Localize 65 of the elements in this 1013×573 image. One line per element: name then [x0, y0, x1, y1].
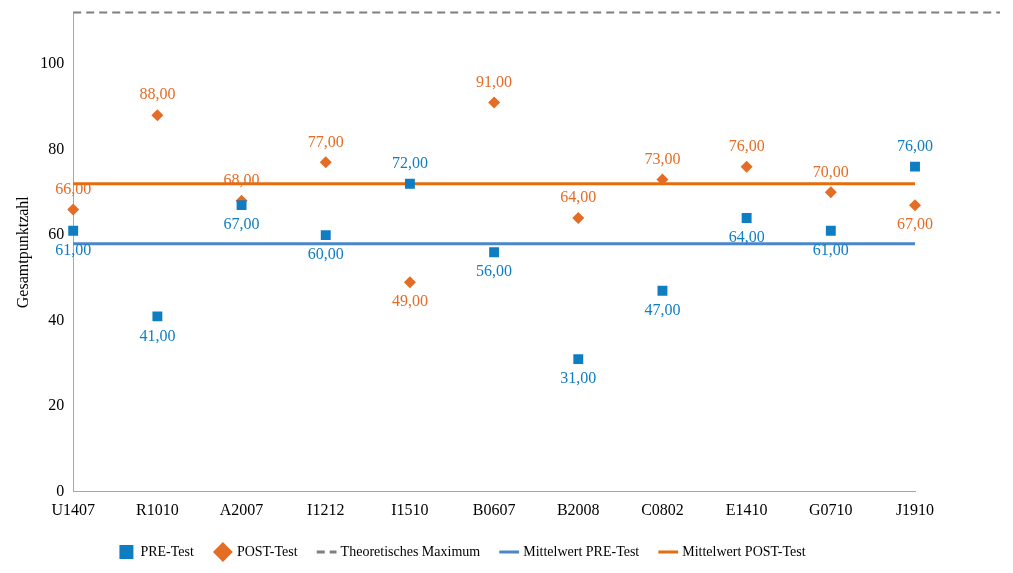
point [909, 199, 921, 212]
point [319, 156, 332, 169]
point [67, 203, 80, 216]
point [824, 186, 837, 199]
point [572, 211, 585, 224]
point [320, 230, 331, 241]
x-tick-label: A2007 [219, 500, 264, 518]
point [656, 173, 669, 186]
data-label: 64,00 [728, 228, 765, 246]
x-tick-label: I1212 [307, 500, 345, 518]
data-label: 61,00 [55, 241, 92, 259]
y-tick-label: 100 [40, 54, 65, 72]
y-tick-label: 80 [48, 139, 65, 157]
point [489, 247, 500, 258]
x-tick-label: G0710 [809, 500, 853, 518]
y-tick-label: 0 [56, 482, 65, 499]
x-tick-label: R1010 [136, 500, 179, 518]
y-tick-label: 20 [48, 396, 65, 414]
point [488, 96, 501, 109]
data-label: 76,00 [728, 136, 765, 154]
point [236, 200, 247, 211]
legend-label: Theoretisches Maximum [340, 543, 481, 559]
data-label: 67,00 [223, 215, 260, 233]
legend-label: Mittelwert PRE-Test [523, 543, 640, 559]
data-label: 31,00 [560, 369, 597, 387]
data-label: 56,00 [476, 262, 513, 280]
data-label: 88,00 [139, 85, 176, 103]
point [657, 285, 668, 296]
data-label: 49,00 [391, 292, 428, 310]
data-label: 91,00 [476, 72, 513, 90]
x-tick-label: J1910 [895, 500, 935, 518]
y-tick-label: 60 [48, 225, 65, 243]
x-tick-label: E1410 [725, 500, 768, 518]
data-label: 66,00 [55, 179, 92, 197]
data-label: 41,00 [139, 326, 176, 344]
data-label: 47,00 [644, 300, 681, 318]
data-label: 61,00 [812, 241, 849, 259]
point [403, 276, 416, 289]
x-tick-label: U1407 [51, 500, 95, 518]
point [740, 160, 753, 173]
point [151, 109, 164, 122]
data-label: 64,00 [560, 188, 597, 206]
data-label: 72,00 [391, 153, 428, 171]
legend-label: PRE-Test [140, 543, 194, 559]
point [68, 225, 79, 236]
data-label: 73,00 [644, 149, 681, 167]
data-label: 67,00 [897, 215, 933, 233]
point [404, 178, 415, 189]
y-tick-label: 40 [48, 310, 65, 328]
x-tick-label: I1510 [391, 500, 429, 518]
x-tick-label: C0802 [641, 500, 684, 518]
point [573, 354, 584, 365]
legend-label: Mittelwert POST-Test [682, 543, 806, 559]
x-tick-label: B0607 [472, 500, 516, 518]
x-tick-label: B2008 [556, 500, 600, 518]
data-label: 77,00 [307, 132, 344, 150]
point [741, 213, 752, 223]
point [910, 161, 920, 172]
legend-label: POST-Test [236, 543, 298, 559]
data-label: 76,00 [897, 136, 933, 154]
data-label: 60,00 [307, 245, 344, 263]
point [825, 225, 836, 236]
y-axis-title: Gesamtpunktzahl [13, 195, 32, 309]
data-label: 70,00 [812, 162, 849, 180]
point [152, 311, 163, 322]
